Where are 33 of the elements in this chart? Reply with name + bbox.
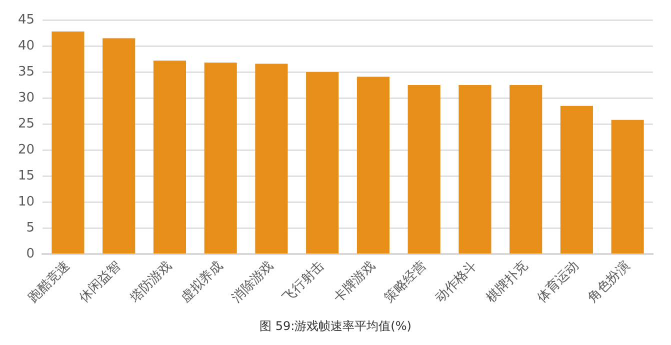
x-tick-label: 角色扮演 xyxy=(585,258,633,306)
y-tick-label: 20 xyxy=(18,142,35,158)
bar xyxy=(204,62,237,254)
y-tick-label: 15 xyxy=(18,168,35,184)
bar xyxy=(458,85,492,254)
y-tick-label: 40 xyxy=(18,38,35,54)
text: 图 59:游戏帧速率平均值(%) xyxy=(258,318,412,335)
x-tick-label: 卡牌游戏 xyxy=(331,258,378,306)
bar xyxy=(306,72,339,254)
y-tick-label: 5 xyxy=(26,220,35,236)
x-tick-label: 虚拟养成 xyxy=(178,258,226,306)
x-tick-label: 棋牌扑克 xyxy=(484,258,532,306)
bar xyxy=(52,31,84,254)
y-tick-label: 30 xyxy=(18,90,35,106)
bar xyxy=(408,85,440,254)
bar xyxy=(356,76,390,254)
x-tick-label: 体育运动 xyxy=(534,258,582,306)
x-tick-label: 塔防游戏 xyxy=(126,258,175,306)
bar xyxy=(255,64,288,254)
bar xyxy=(102,38,136,254)
x-tick-label: 休闲益智 xyxy=(76,258,124,306)
bar xyxy=(510,85,542,254)
bar xyxy=(611,120,644,254)
y-tick-label: 10 xyxy=(18,194,35,210)
x-tick-label: 策略经营 xyxy=(382,258,430,306)
y-tick-label: 45 xyxy=(18,12,35,28)
x-tick-label: 消除游戏 xyxy=(229,258,277,306)
y-tick-label: 25 xyxy=(18,116,35,132)
x-tick-label: 动作格斗 xyxy=(432,258,480,306)
bar xyxy=(153,60,186,254)
x-tick-label: 飞行射击 xyxy=(280,258,328,306)
y-tick-label: 35 xyxy=(18,64,35,80)
bar xyxy=(560,106,593,254)
